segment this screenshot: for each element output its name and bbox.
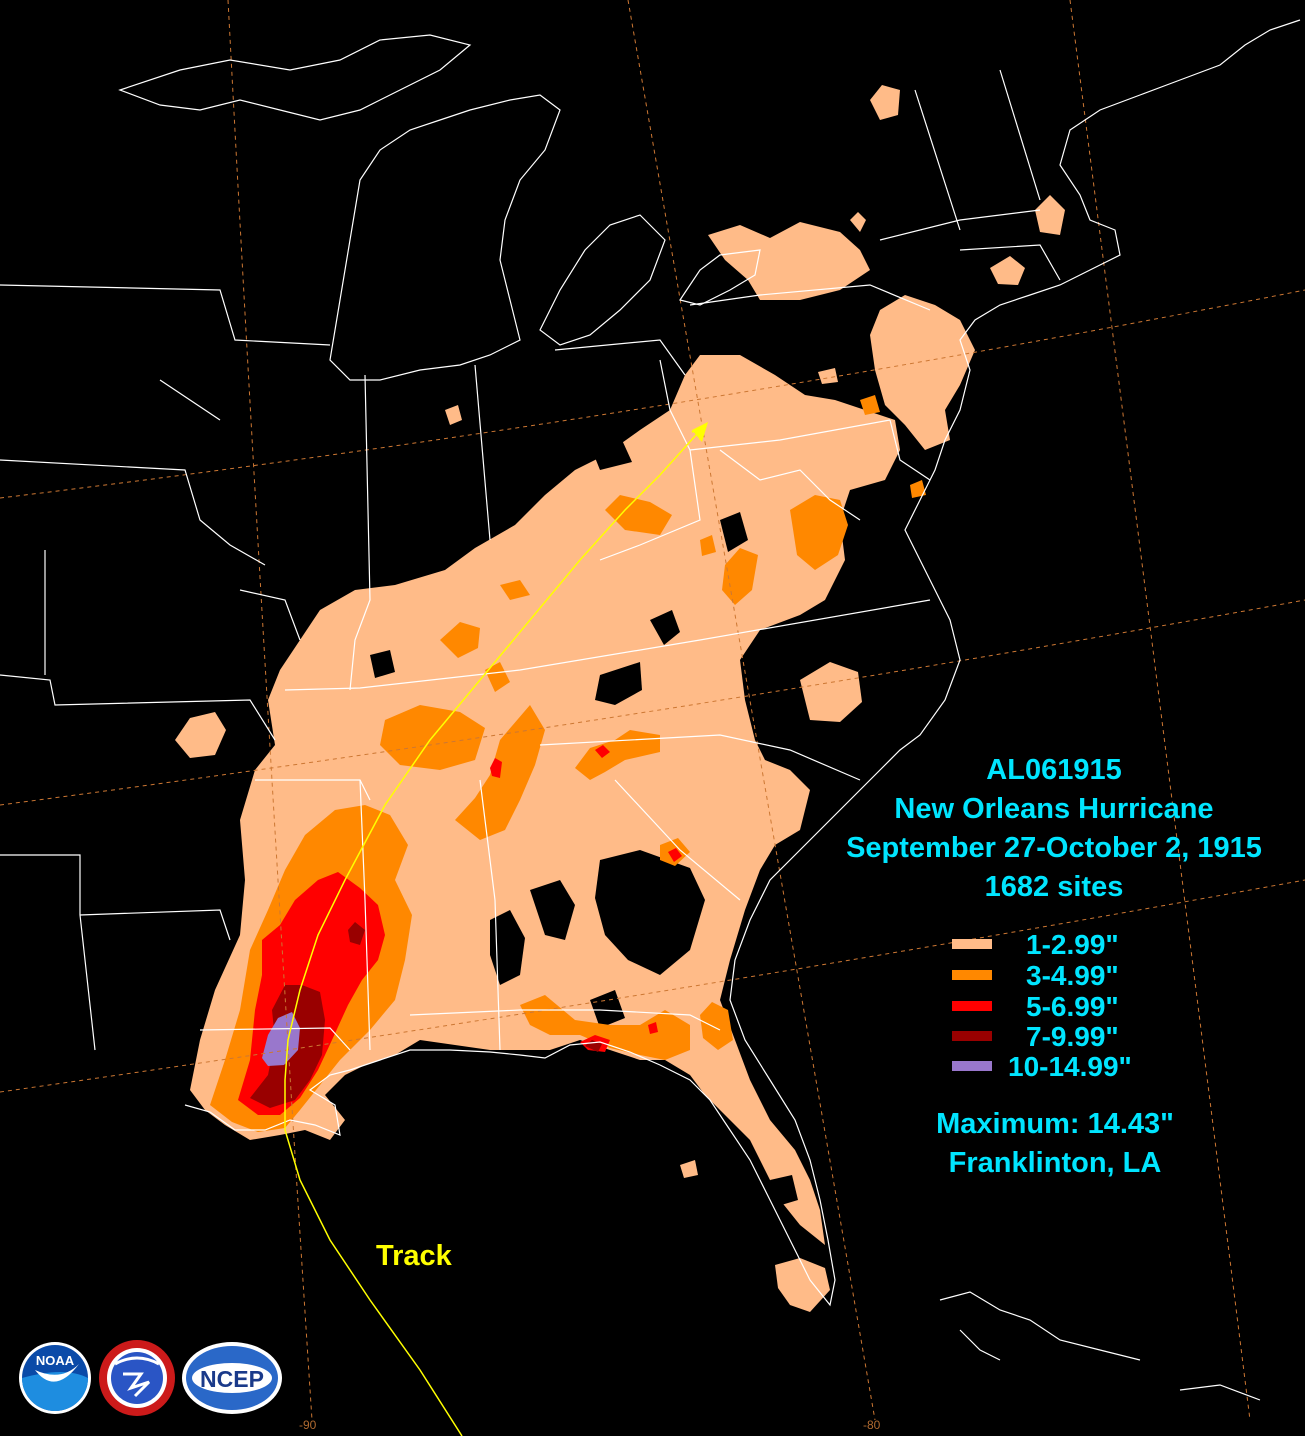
longitude-label-east: -80: [863, 1418, 881, 1432]
legend-label-4: 7-9.99": [1026, 1021, 1119, 1052]
track-arrow-icon: [692, 422, 708, 442]
storm-id: AL061915: [986, 754, 1122, 786]
legend-swatch-3: [952, 1001, 992, 1011]
site-count: 1682 sites: [984, 871, 1124, 903]
boundaries: [0, 19, 1301, 1401]
legend-label-3: 5-6.99": [1026, 991, 1119, 1022]
noaa-logo: NOAA: [19, 1342, 91, 1414]
legend-swatch-4: [952, 1031, 992, 1041]
legend-label-2: 3-4.99": [1026, 960, 1119, 991]
rain-gaps: [370, 378, 878, 1206]
maximum-location: Franklinton, LA: [948, 1147, 1162, 1179]
legend-swatch-5: [952, 1061, 992, 1071]
longitude-label-west: -90: [299, 1418, 317, 1432]
svg-text:NOAA: NOAA: [36, 1353, 75, 1368]
nws-logo: [99, 1340, 175, 1416]
legend-swatch-2: [952, 970, 992, 980]
svg-text:NCEP: NCEP: [200, 1366, 264, 1392]
ncep-logo: NCEP: [182, 1342, 282, 1414]
maximum-value: Maximum: 14.43": [936, 1108, 1174, 1140]
storm-dates: September 27-October 2, 1915: [846, 832, 1262, 864]
legend-label-5: 10-14.99": [1008, 1051, 1132, 1082]
storm-name: New Orleans Hurricane: [894, 793, 1214, 825]
track-label: Track: [376, 1240, 452, 1272]
legend-swatch-1: [952, 939, 992, 949]
legend-label-1: 1-2.99": [1026, 929, 1119, 960]
